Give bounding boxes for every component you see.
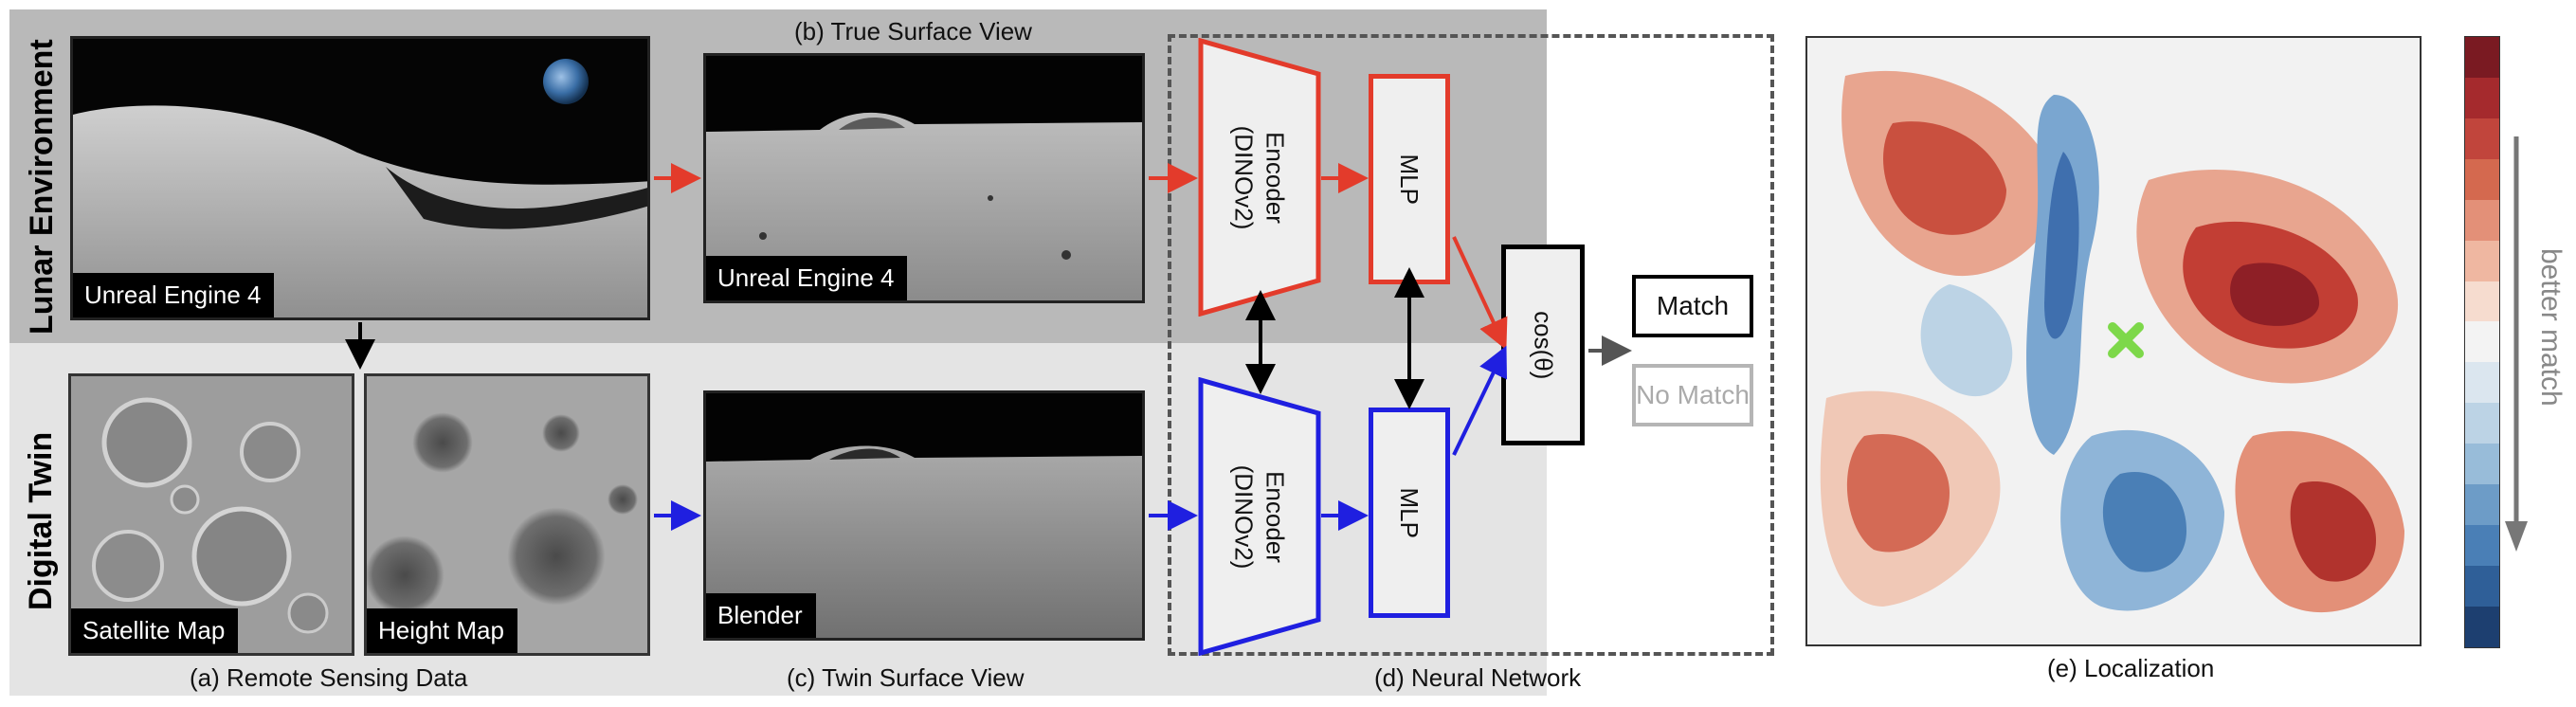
colorbar-cell	[2465, 281, 2499, 322]
colorbar	[2464, 36, 2500, 648]
colorbar-cell	[2465, 118, 2499, 159]
caption-b: (b) True Surface View	[794, 17, 1032, 45]
lunar-render-image: Unreal Engine 4	[70, 36, 650, 320]
satellite-map-image: Satellite Map	[68, 373, 354, 656]
mlp-bottom: MLP	[1369, 408, 1450, 618]
better-match-arrow	[2505, 136, 2528, 552]
caption-e: (e) Localization	[2047, 654, 2215, 682]
satellite-map-art	[71, 376, 352, 653]
arrow-mlp-bottom-to-cos	[1452, 345, 1508, 456]
height-map-art	[367, 376, 647, 653]
no-match-box: No Match	[1632, 364, 1753, 426]
match-box: Match	[1632, 275, 1753, 337]
colorbar-cell	[2465, 565, 2499, 607]
true-surface-image: Unreal Engine 4	[703, 53, 1145, 303]
lunar-render-tag: Unreal Engine 4	[73, 273, 275, 317]
true-surface-art	[706, 56, 1142, 300]
colorbar-cell	[2465, 484, 2499, 526]
twin-surface-image: Blender	[703, 390, 1145, 641]
colorbar-cell	[2465, 362, 2499, 404]
caption-c: (c) Twin Surface View	[787, 663, 1025, 692]
colorbar-cell	[2465, 240, 2499, 281]
colorbar-cell	[2465, 403, 2499, 444]
heatmap-art	[1807, 38, 2420, 644]
arrow-mlp-top-to-cos	[1452, 236, 1508, 351]
encoder-bottom-shape	[1198, 377, 1321, 656]
height-map-tag: Height Map	[367, 608, 517, 653]
colorbar-cell	[2465, 37, 2499, 78]
localization-heatmap	[1805, 36, 2422, 646]
neural-network-boundary	[1168, 34, 1774, 656]
colorbar-cell	[2465, 158, 2499, 200]
encoder-top-shape	[1198, 38, 1321, 317]
caption-a: (a) Remote Sensing Data	[190, 663, 468, 692]
colorbar-cell	[2465, 444, 2499, 485]
mlp-top: MLP	[1369, 74, 1450, 284]
colorbar-cell	[2465, 525, 2499, 566]
caption-d: (d) Neural Network	[1374, 663, 1582, 692]
height-map-image: Height Map	[364, 373, 650, 656]
lunar-render-art	[73, 39, 647, 317]
colorbar-cell	[2465, 606, 2499, 647]
true-surface-tag: Unreal Engine 4	[706, 256, 908, 300]
colorbar-label: better match	[2535, 248, 2567, 407]
x-mark-icon	[2108, 322, 2144, 358]
satellite-map-tag: Satellite Map	[71, 608, 239, 653]
colorbar-cell	[2465, 199, 2499, 241]
earth-icon	[543, 59, 589, 104]
colorbar-cell	[2465, 321, 2499, 363]
twin-surface-tag: Blender	[706, 593, 816, 638]
colorbar-cell	[2465, 77, 2499, 118]
